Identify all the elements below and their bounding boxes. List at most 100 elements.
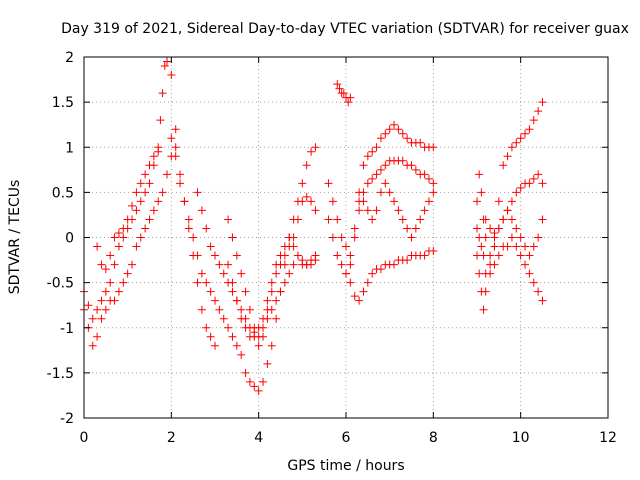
data-point: [197, 206, 206, 215]
data-point: [219, 314, 228, 323]
x-tick-label: 12: [599, 430, 617, 446]
data-point: [293, 251, 302, 260]
data-point: [176, 179, 185, 188]
data-point: [385, 188, 394, 197]
data-point: [206, 287, 215, 296]
x-tick-label: 10: [512, 430, 530, 446]
data-point: [398, 215, 407, 224]
y-tick-label: 1: [65, 140, 74, 156]
y-tick-label: -1.5: [47, 366, 74, 382]
data-point: [184, 224, 193, 233]
data-point: [302, 192, 311, 201]
data-point: [88, 341, 97, 350]
data-point: [534, 287, 543, 296]
data-point: [250, 332, 259, 341]
data-point: [154, 147, 163, 156]
x-tick-label: 0: [80, 430, 89, 446]
y-tick-label: 0: [65, 231, 74, 247]
data-point: [512, 188, 521, 197]
data-point: [215, 305, 224, 314]
data-point: [267, 287, 276, 296]
data-point: [368, 215, 377, 224]
data-point: [394, 206, 403, 215]
data-point: [106, 278, 115, 287]
data-point: [298, 179, 307, 188]
data-point: [337, 260, 346, 269]
data-point: [215, 260, 224, 269]
x-tick-label: 2: [167, 430, 176, 446]
data-point: [259, 332, 268, 341]
data-points: [80, 57, 547, 395]
data-point: [311, 206, 320, 215]
data-point: [333, 215, 342, 224]
data-point: [394, 125, 403, 134]
data-point: [355, 188, 364, 197]
data-point: [525, 179, 534, 188]
data-point: [158, 188, 167, 197]
data-point: [368, 174, 377, 183]
data-point: [372, 170, 381, 179]
data-point: [123, 269, 132, 278]
data-point: [101, 265, 110, 274]
data-point: [307, 260, 316, 269]
data-point: [359, 161, 368, 170]
y-tick-label: -0.5: [47, 276, 74, 292]
data-point: [88, 314, 97, 323]
data-point: [429, 188, 438, 197]
data-point: [385, 125, 394, 134]
data-point: [167, 71, 176, 80]
data-point: [538, 179, 547, 188]
data-point: [141, 170, 150, 179]
data-point: [245, 305, 254, 314]
data-point: [328, 197, 337, 206]
data-point: [272, 296, 281, 305]
data-point: [481, 215, 490, 224]
data-point: [337, 233, 346, 242]
data-point: [486, 260, 495, 269]
x-axis-label: GPS time / hours: [287, 458, 404, 474]
data-point: [167, 134, 176, 143]
data-point: [346, 278, 355, 287]
data-point: [241, 323, 250, 332]
x-tick-label: 6: [342, 430, 351, 446]
data-point: [145, 215, 154, 224]
data-point: [359, 287, 368, 296]
data-point: [363, 206, 372, 215]
series-trace-l: [342, 247, 438, 305]
data-point: [97, 314, 106, 323]
x-tick-labels: 0 2 4 6 8 10 12: [80, 430, 617, 446]
data-point: [335, 84, 344, 93]
data-point: [339, 89, 348, 98]
data-point: [324, 179, 333, 188]
data-point: [110, 260, 119, 269]
data-point: [114, 287, 123, 296]
data-point: [429, 247, 438, 256]
data-point: [211, 251, 219, 260]
data-point: [101, 287, 110, 296]
data-point: [420, 251, 429, 260]
data-point: [84, 301, 93, 310]
data-point: [302, 161, 311, 170]
data-point: [263, 359, 272, 368]
series-trace-h: [333, 80, 355, 107]
y-tick-label: 1.5: [52, 95, 74, 111]
data-point: [534, 107, 543, 116]
data-point: [276, 251, 285, 260]
axis-ticks: [83, 56, 609, 419]
data-point: [390, 120, 399, 129]
data-point: [202, 224, 211, 233]
data-point: [241, 287, 250, 296]
data-point: [97, 260, 106, 269]
data-point: [420, 206, 429, 215]
data-point: [171, 143, 180, 152]
data-point: [285, 269, 294, 278]
data-point: [350, 224, 359, 233]
data-point: [206, 332, 215, 341]
data-point: [211, 341, 219, 350]
data-point: [363, 152, 372, 161]
data-point: [398, 156, 407, 165]
data-point: [184, 215, 193, 224]
x-tick-label: 8: [429, 430, 438, 446]
data-point: [355, 206, 364, 215]
data-point: [106, 251, 115, 260]
